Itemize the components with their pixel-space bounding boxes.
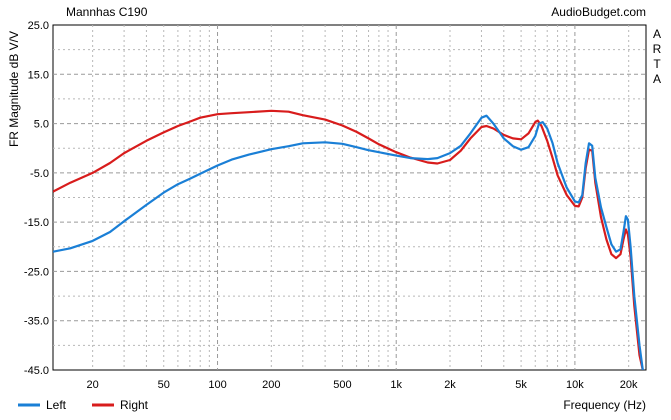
grid [53,25,646,370]
legend-label-left: Left [46,398,67,412]
y-tick-label: -15.0 [24,217,49,229]
series-layer [53,109,644,370]
y-axis-label: FR Magnitude dB V/V [7,31,21,147]
side-label-letter: R [653,42,662,56]
y-tick-label: -35.0 [24,316,49,328]
side-label-letter: A [653,27,661,41]
legend: Left Right [18,398,149,412]
side-label-letter: T [653,57,661,71]
y-tick-label: 5.0 [34,119,49,131]
x-axis: 20 50 100 200 500 1k 2k 5k 10k 20k [87,379,639,391]
x-tick-label: 20 [87,379,99,391]
x-tick-label: 2k [444,379,456,391]
x-tick-label: 500 [333,379,351,391]
legend-label-right: Right [120,398,149,412]
x-tick-label: 200 [262,379,280,391]
y-tick-label: -45.0 [24,365,49,377]
y-tick-label: -5.0 [30,168,49,180]
y-tick-label: 15.0 [28,69,49,81]
x-tick-label: 1k [390,379,402,391]
chart-title: Mannhas C190 [66,5,148,19]
x-tick-label: 100 [208,379,226,391]
y-tick-label: 25.0 [28,20,49,32]
y-axis: 25.0 15.0 5.0 -5.0 -15.0 -25.0 -35.0 -45.0 [24,20,49,377]
side-label-letter: A [653,72,661,86]
watermark: AudioBudget.com [551,5,646,19]
x-axis-label: Frequency (Hz) [563,398,646,412]
x-tick-label: 50 [158,379,170,391]
series-line-right [53,109,644,370]
x-tick-label: 20k [620,379,638,391]
series-line-left [53,114,644,370]
y-tick-label: -25.0 [24,266,49,278]
x-tick-label: 5k [515,379,527,391]
x-tick-label: 10k [566,379,584,391]
